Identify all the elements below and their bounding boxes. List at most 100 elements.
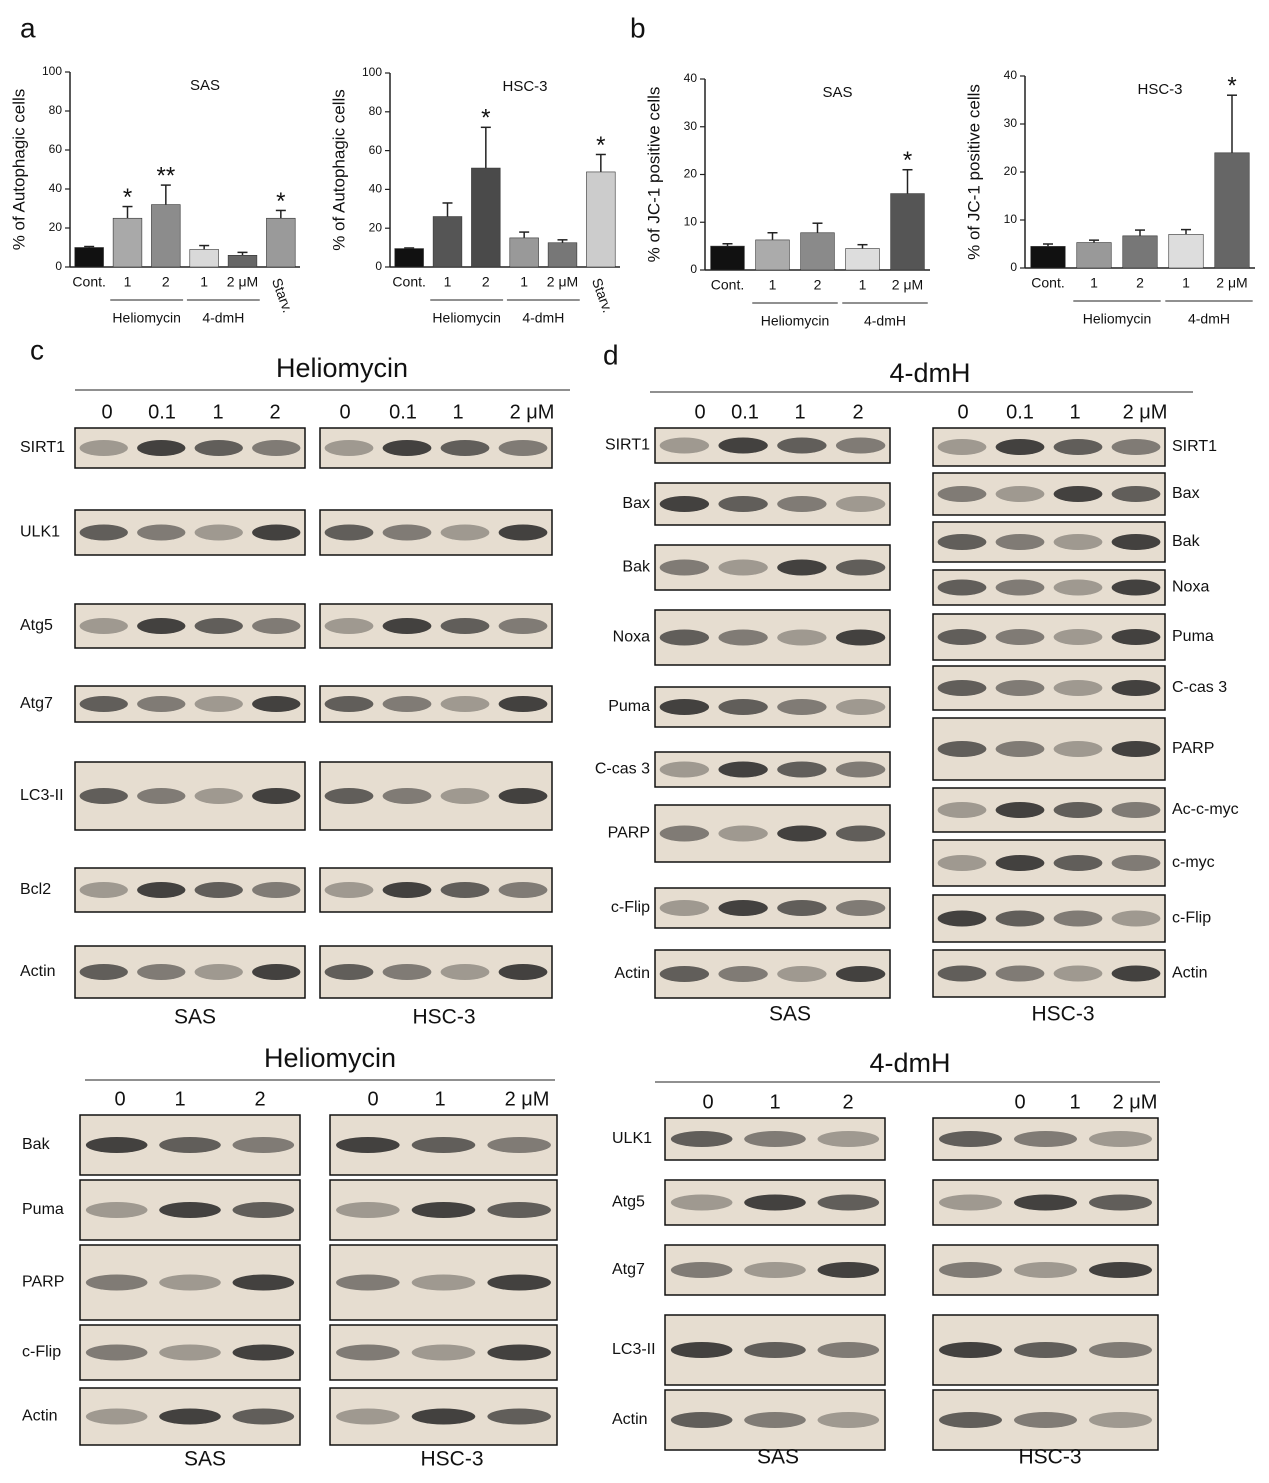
significance-mark: * [276,188,285,215]
blot-band [1053,486,1103,502]
blot-band [336,1202,400,1218]
blot-band [252,964,301,980]
blot-band [1014,1131,1077,1147]
protein-label: Ac-c-myc [1172,801,1239,818]
blot-band [1053,910,1103,927]
blot-band [937,910,987,927]
dose-label: 1 [452,401,463,423]
blot-band [85,1408,148,1425]
blot-band [440,882,490,898]
dose-label: 2 [269,401,280,423]
panel-label: a [20,12,36,43]
blot-band [1089,1194,1152,1211]
blot-band [937,741,987,757]
blot-band [744,1194,806,1211]
blot-title: Heliomycin [264,1043,396,1073]
protein-label: Bcl2 [20,881,51,898]
blot-band [232,1202,295,1218]
bar [509,237,539,268]
bar [1214,152,1250,269]
blot-band [718,966,768,982]
blot-band [995,855,1045,871]
bar [189,249,219,268]
blot-band [137,788,186,804]
dose-label: 0.1 [1006,401,1034,423]
blot-band [232,1137,295,1153]
x-tick-label: 1 [444,274,452,290]
x-tick-label: Cont. [392,274,425,290]
blot-band [659,900,710,916]
significance-mark: * [1227,73,1236,100]
significance-mark: * [596,132,605,159]
significance-mark: * [481,105,490,132]
y-axis-label: % of Autophagic cells [329,89,348,251]
blot-band [252,882,301,898]
bar [471,167,501,268]
blot-band [498,788,548,804]
blot-band [659,761,710,778]
blot-band [817,1412,880,1428]
group-label: Heliomycin [112,310,180,326]
group-label: 4-dmH [202,310,244,326]
bar [755,239,790,271]
blot-band [995,534,1045,550]
blot-band [498,882,548,898]
blot-band [670,1194,733,1211]
blot-band [939,1412,1002,1428]
blot-band [382,882,432,898]
blot-band [777,496,827,512]
protein-label: Actin [1172,965,1208,982]
y-tick-label: 0 [55,259,62,273]
protein-label: ULK1 [20,524,60,541]
blot-band [1053,629,1103,645]
blot-band [137,618,186,634]
blot-band [718,437,768,454]
blot-band [382,964,432,980]
y-tick-label: 10 [1004,212,1018,226]
blot-title: Heliomycin [276,353,408,383]
cell-line-label: HSC-3 [1018,1446,1081,1469]
x-tick-label: 2 μM [892,277,923,293]
protein-label: c-Flip [611,899,650,916]
blot-band [487,1344,551,1361]
dose-label: 2 [842,1091,853,1113]
y-tick-label: 100 [42,64,62,78]
blot-band [718,559,768,576]
cell-line-label: SAS [184,1448,226,1471]
blot-band [159,1274,221,1291]
dose-label: 2 μM [1123,401,1168,423]
dose-label: 0 [694,401,705,423]
protein-label: Atg5 [20,617,53,634]
blot-band [79,882,128,898]
x-tick-label: 1 [200,274,208,290]
bar [845,248,880,271]
blot-band [744,1412,806,1428]
blot-band [718,629,768,646]
blot-band [137,696,186,712]
blot-band [79,964,128,980]
panel-label: c [30,334,44,365]
blot-band [659,966,710,982]
blot-band [85,1344,148,1361]
blot-band [1111,855,1161,871]
blot-band [336,1274,400,1291]
x-tick-label: 2 [482,274,490,290]
chart-title: HSC-3 [502,78,547,95]
cell-line-label: SAS [174,1006,216,1029]
x-tick-label: 1 [1090,275,1098,291]
blot-band [1014,1262,1077,1278]
protein-label: Puma [22,1201,64,1218]
blot-band [835,629,886,646]
blot-band [1089,1342,1152,1358]
protein-label: C-cas 3 [595,761,650,778]
protein-label: Bak [1172,533,1201,550]
dose-label: 2 [254,1088,265,1110]
blot-band [659,496,710,512]
x-tick-label: 1 [769,277,777,293]
bar [1030,246,1066,269]
blot-band [382,524,432,541]
protein-label: Actin [20,963,56,980]
blot-band [440,440,490,456]
blot-band [1111,579,1161,596]
blot-band [1053,579,1103,596]
